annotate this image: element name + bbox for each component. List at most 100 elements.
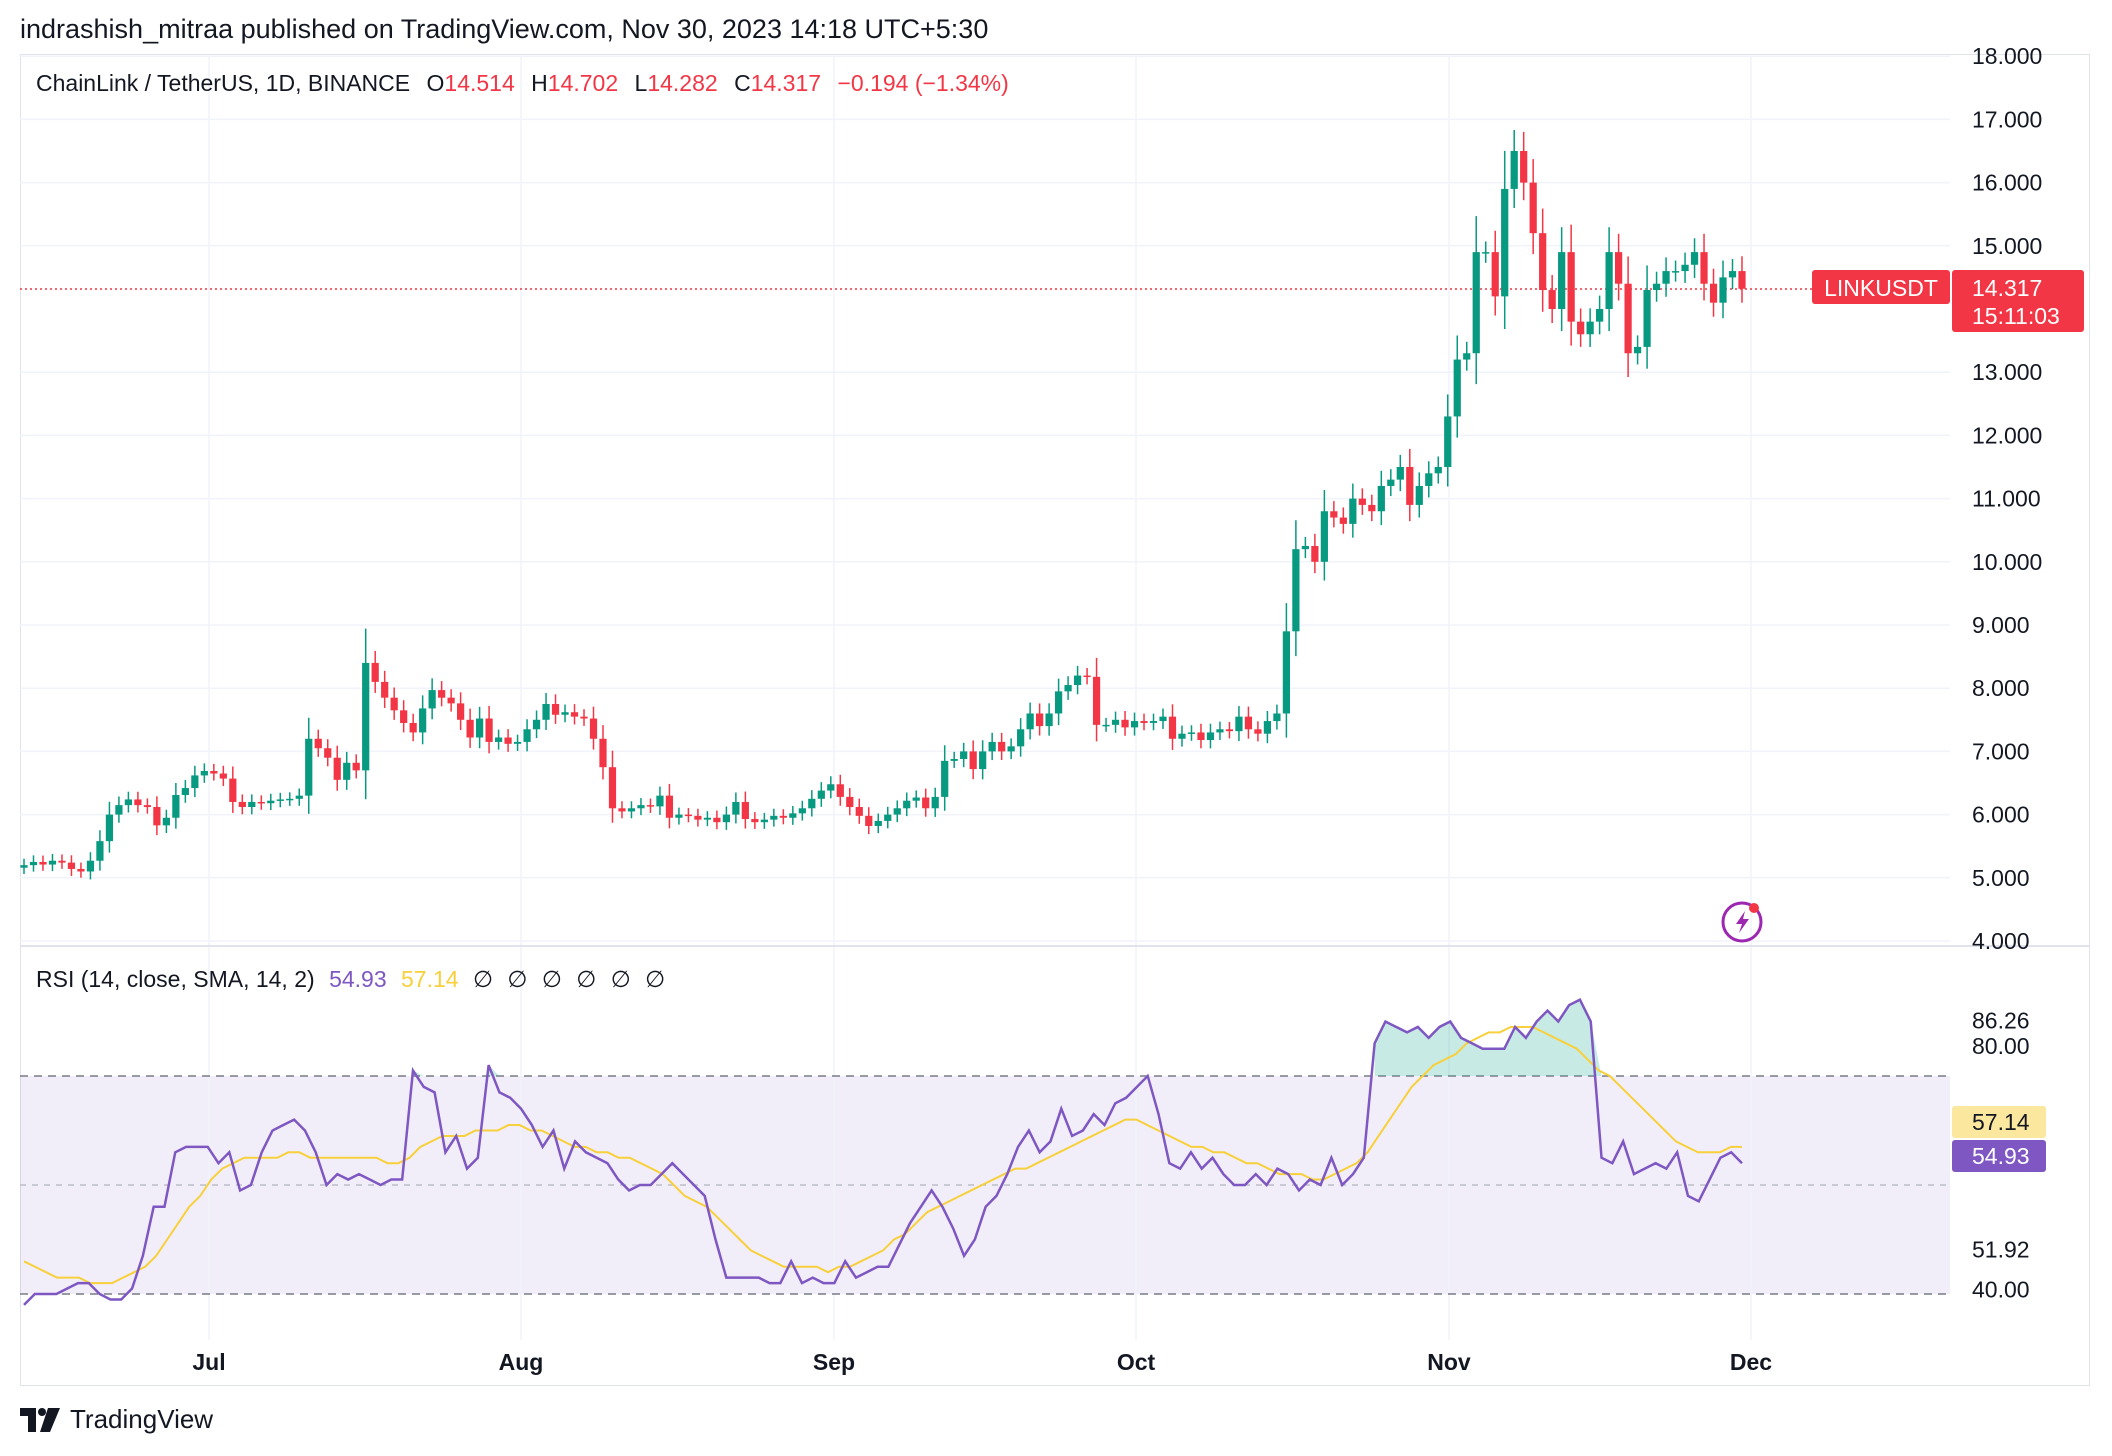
candle-body [1311, 546, 1319, 562]
candle-body [656, 795, 664, 807]
candle-body [931, 796, 939, 809]
price-axis[interactable]: 4.000 5.000 6.000 7.000 8.000 9.000 10.000 11.0… [1972, 43, 2042, 954]
rsi-sma-line [23, 1025, 1742, 1285]
rsi-tick-label: 40.00 [1972, 1277, 2030, 1303]
candle-body [276, 799, 284, 801]
candle-body [1652, 283, 1661, 291]
candle-body [1168, 716, 1177, 739]
candle-body [200, 770, 208, 776]
close-value: 14.317 [750, 70, 822, 96]
time-tick-label: Jul [192, 1349, 225, 1375]
candle-body [1396, 467, 1404, 480]
candle-body [447, 697, 455, 704]
change-value: −0.194 (−1.34%) [837, 70, 1009, 96]
price-tick-label: 16.000 [1972, 170, 2042, 196]
candle-body [618, 808, 626, 812]
candle-body [1624, 283, 1632, 354]
candle-body [1415, 485, 1423, 505]
candle-body [1017, 729, 1025, 747]
null-value: ∅ [541, 966, 562, 992]
candle-body [1605, 252, 1613, 309]
candle-body [941, 760, 949, 797]
candle-body [789, 813, 797, 818]
candle-body [912, 797, 920, 801]
candle-body [817, 790, 825, 799]
candle-body [542, 704, 550, 720]
candle-body [798, 808, 806, 814]
candle-body [362, 662, 370, 771]
candle-body [1225, 729, 1234, 732]
candle-body [162, 817, 170, 826]
candle-body [466, 719, 474, 738]
candle-body [219, 773, 227, 779]
footer-brand[interactable]: TradingView [70, 1404, 214, 1434]
candle-body [371, 662, 379, 682]
tradingview-logo-icon[interactable] [20, 1407, 60, 1432]
price-tick-label: 9.000 [1972, 612, 2030, 638]
candle-body [86, 860, 95, 872]
candle-body [229, 778, 237, 802]
candle-body [779, 815, 787, 818]
rsi-title[interactable]: RSI (14, close, SMA, 14, 2) [36, 966, 315, 992]
candle-body [1083, 675, 1091, 678]
candle-body [1102, 724, 1110, 727]
candle-body [1567, 252, 1575, 322]
candle-body [181, 788, 189, 796]
time-tick-label: Aug [499, 1349, 544, 1375]
candle-body [1377, 485, 1385, 512]
candle-body [1111, 719, 1120, 725]
candle-body [713, 817, 721, 823]
candle-body [295, 795, 303, 799]
candle-body [428, 690, 436, 709]
candle-body [732, 801, 740, 815]
candle-body [1140, 721, 1148, 723]
candle-body [475, 718, 484, 738]
candle-body [874, 820, 882, 826]
time-tick-label: Oct [1117, 1349, 1156, 1375]
candle-body [1491, 252, 1499, 297]
null-value: ∅ [576, 966, 597, 992]
candle-body [627, 808, 636, 812]
candle-body [741, 801, 749, 820]
candle-body [1529, 182, 1537, 234]
candle-body [67, 862, 76, 869]
rsi-value-label: 54.93 [1972, 1143, 2030, 1169]
rsi-tick-label: 86.26 [1972, 1007, 2030, 1033]
publisher-line: indrashish_mitraa published on TradingVi… [20, 14, 989, 44]
candle-body [523, 729, 531, 742]
candle-body [1700, 252, 1708, 284]
candle-body [551, 704, 560, 715]
symbol-title[interactable]: ChainLink / TetherUS, 1D, BINANCE [36, 70, 411, 96]
candle-body [1092, 676, 1101, 725]
candle-body [1406, 467, 1414, 505]
price-tick-label: 18.000 [1972, 43, 2042, 69]
candle-body [513, 741, 522, 744]
candle-body [1130, 721, 1139, 728]
candle-body [1662, 271, 1670, 284]
candle-body [1026, 713, 1034, 730]
price-tick-label: 4.000 [1972, 928, 2030, 954]
candle-body [751, 819, 759, 823]
price-tick-label: 11.000 [1972, 486, 2041, 512]
time-axis[interactable]: Jul Aug Sep Oct Nov Dec [192, 1349, 1772, 1375]
candle-body [1633, 346, 1642, 354]
candle-body [457, 703, 465, 720]
candle-body [115, 805, 123, 815]
candle-body [143, 805, 151, 808]
candle-body [580, 716, 588, 719]
candle-body [1149, 721, 1158, 723]
rsi-overbought-fill [412, 999, 1602, 1076]
lightning-icon[interactable] [1721, 901, 1763, 943]
candle-body [419, 708, 427, 733]
candle-body [675, 814, 683, 818]
rsi-value-labels: 57.14 54.93 [1952, 1106, 2046, 1172]
candle-body [305, 738, 313, 796]
sma-legend-value: 57.14 [401, 966, 459, 992]
candle-body [599, 738, 607, 768]
candle-body [1197, 732, 1205, 741]
candle-body [1643, 290, 1651, 347]
candle-body [1178, 733, 1186, 739]
candle-body [134, 799, 142, 806]
